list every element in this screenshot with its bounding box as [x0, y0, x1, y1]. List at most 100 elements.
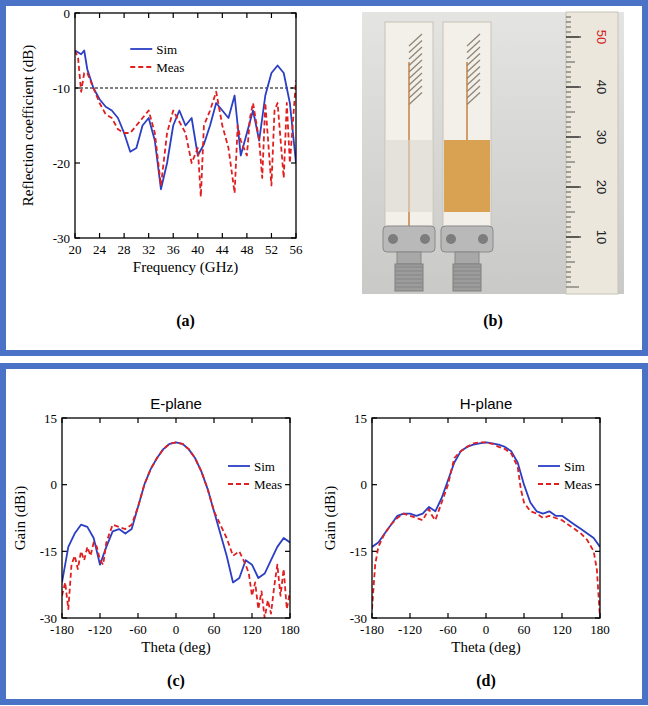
x-tick	[148, 233, 149, 238]
legend-label: Meas	[564, 477, 592, 492]
x-tick	[251, 418, 252, 423]
x-tick-label: 60	[518, 622, 531, 637]
ruler-minor-tick	[566, 277, 571, 278]
legend-swatch	[538, 483, 560, 485]
ruler-tick	[566, 36, 581, 37]
ruler-minor-tick	[566, 162, 575, 163]
ruler-minor-tick	[566, 142, 571, 143]
legend-swatch	[130, 48, 152, 50]
y-tick-label: 0	[361, 477, 368, 492]
dipole-arm	[467, 86, 480, 98]
ruler-minor-tick	[566, 197, 571, 198]
legend-label: Meas	[156, 60, 184, 75]
y-tick-label: 0	[51, 477, 58, 492]
thread-line	[453, 287, 481, 288]
ruler-minor-tick	[566, 82, 571, 83]
ruler-tick	[566, 86, 581, 87]
ruler-minor-tick	[566, 62, 575, 63]
x-tick-label: -60	[129, 622, 146, 637]
dipole-arm	[409, 54, 422, 66]
x-tick	[124, 233, 125, 238]
thread-line	[395, 279, 423, 280]
legend-swatch	[538, 465, 560, 467]
x-tick	[271, 233, 272, 238]
connector-thread	[395, 264, 423, 291]
ruler-label: 30	[594, 130, 609, 144]
ruler-minor-tick	[566, 257, 571, 258]
x-tick	[148, 13, 149, 18]
ground-plane	[444, 140, 490, 212]
ruler-minor-tick	[566, 17, 571, 18]
x-tick-label: 60	[208, 622, 221, 637]
dipole-arm	[467, 54, 480, 66]
y-tick	[595, 551, 600, 552]
x-axis-title: Frequency (GHz)	[133, 259, 238, 276]
x-tick-label: 32	[142, 242, 155, 257]
x-tick-label: 44	[216, 242, 230, 257]
legend: SimMeas	[228, 459, 282, 492]
thread-line	[395, 283, 423, 284]
y-tick	[62, 551, 67, 552]
y-tick-label: 15	[44, 411, 57, 426]
y-tick	[285, 484, 290, 485]
ruler-minor-tick	[566, 157, 571, 158]
y-tick-label: -15	[350, 544, 367, 559]
thread-line	[395, 267, 423, 268]
ruler-minor-tick	[566, 112, 575, 113]
x-tick	[99, 613, 100, 618]
x-tick-label: 0	[173, 622, 180, 637]
panel-frame	[3, 3, 645, 353]
ruler-minor-tick	[566, 57, 571, 58]
x-tick	[561, 418, 562, 423]
dipole-arm	[409, 86, 422, 98]
dipole-arm	[409, 67, 422, 79]
x-tick-label: -60	[439, 622, 456, 637]
plot-frame	[62, 418, 290, 618]
connector-body	[455, 252, 479, 264]
x-tick	[447, 613, 448, 618]
x-axis-title: Theta (deg)	[141, 639, 211, 656]
ruler-minor-tick	[566, 67, 571, 68]
x-tick-label: 40	[191, 242, 204, 257]
y-tick-label: -15	[40, 544, 57, 559]
screw	[420, 234, 430, 244]
dipole-arm	[409, 73, 422, 85]
thread-line	[453, 283, 481, 284]
feed-line	[466, 62, 468, 140]
ruler-minor-tick	[566, 192, 571, 193]
chart: H-plane-30-15015-180-120-60060120180Thet…	[322, 395, 609, 690]
panel-caption: (c)	[167, 672, 185, 690]
x-tick	[222, 13, 223, 18]
y-tick	[62, 484, 67, 485]
ruler-minor-tick	[566, 92, 571, 93]
photo: 1020304050(b)	[362, 12, 624, 330]
series-line	[75, 51, 296, 197]
ruler-minor-tick	[566, 122, 571, 123]
x-tick-label: 52	[265, 242, 278, 257]
ruler-minor-tick	[566, 77, 571, 78]
ruler-minor-tick	[566, 212, 575, 213]
x-tick	[197, 233, 198, 238]
x-tick	[246, 13, 247, 18]
plot-area	[75, 51, 296, 197]
thread-line	[395, 275, 423, 276]
y-tick	[595, 484, 600, 485]
legend-label: Sim	[564, 459, 585, 474]
y-tick	[75, 162, 80, 163]
ruler-minor-tick	[566, 47, 571, 48]
x-tick	[137, 418, 138, 423]
x-tick	[173, 233, 174, 238]
substrate	[443, 22, 491, 237]
antenna	[383, 22, 435, 291]
screw	[446, 234, 456, 244]
panel-caption: (d)	[476, 672, 496, 690]
dipole-arm	[467, 34, 480, 46]
legend-swatch	[130, 66, 152, 68]
ruler-minor-tick	[566, 102, 571, 103]
plot-area	[372, 442, 600, 618]
ruler-tick	[566, 186, 581, 187]
ruler-minor-tick	[566, 217, 571, 218]
thread-line	[453, 271, 481, 272]
ruler-minor-tick	[566, 262, 575, 263]
ruler-minor-tick	[566, 32, 571, 33]
